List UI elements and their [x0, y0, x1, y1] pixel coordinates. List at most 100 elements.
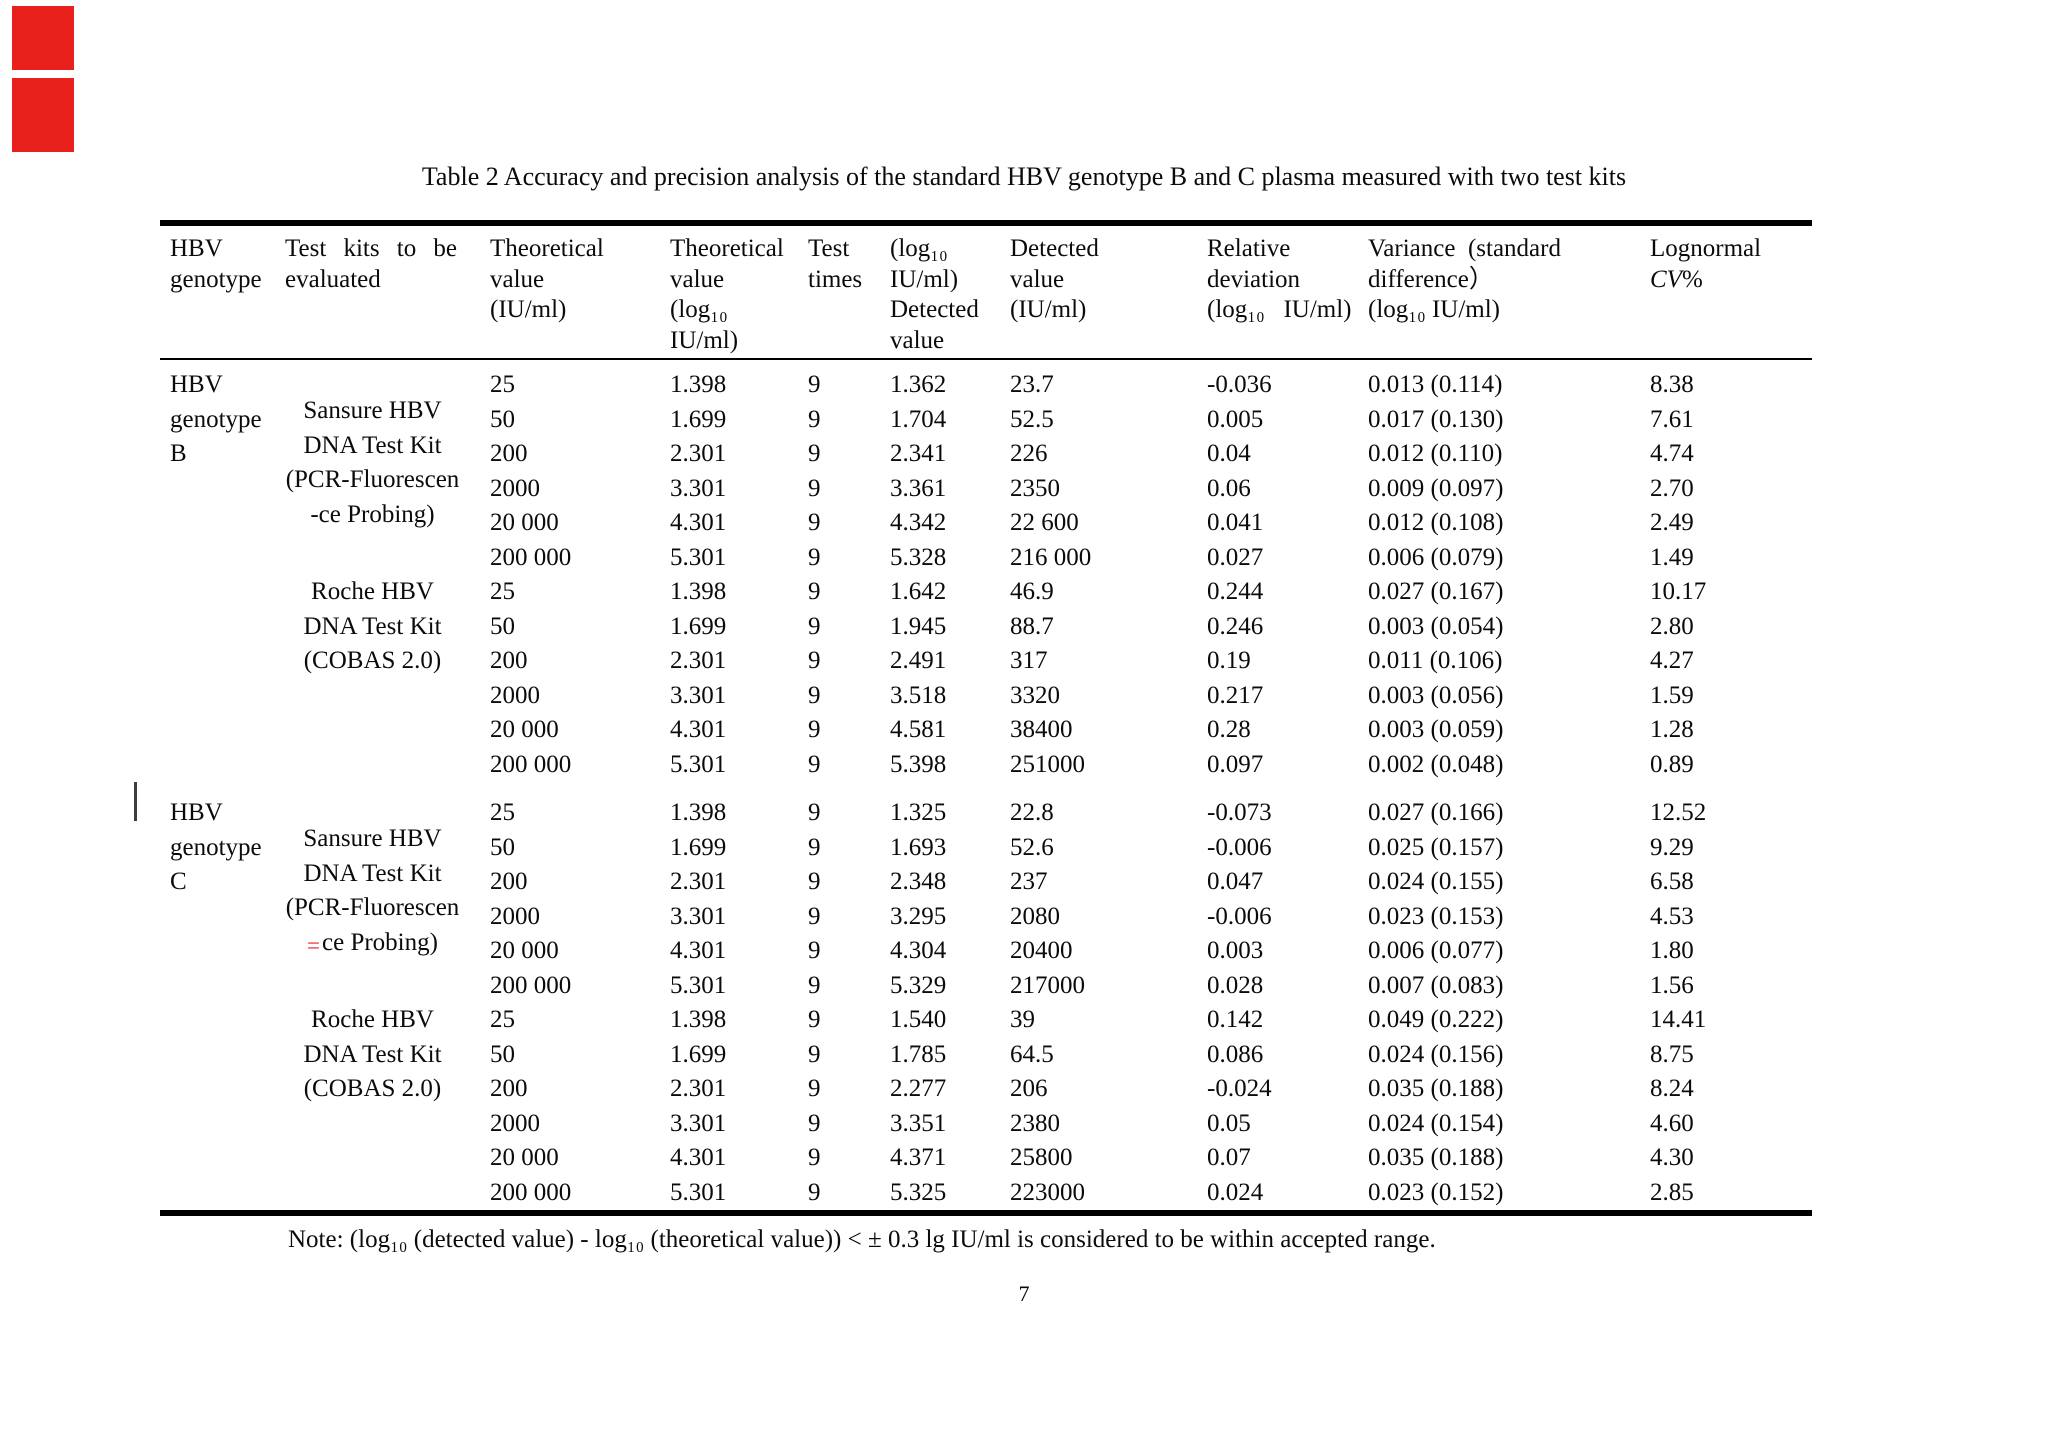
- header-hbv-genotype: HBV genotype: [170, 235, 262, 293]
- cell-relative-deviation: -0.036: [1207, 371, 1272, 398]
- cell-relative-deviation: 0.003: [1207, 937, 1264, 964]
- cell-detected-value-log10: 3.351: [890, 1109, 947, 1137]
- cell-detected-value-log10: 1.945: [890, 612, 947, 640]
- cell-relative-deviation: -0.006: [1207, 902, 1272, 930]
- cell-test-times: 9: [808, 1178, 821, 1206]
- cell-relative-deviation: -0.006: [1207, 833, 1272, 861]
- cell-variance-standard-difference: 0.027 (0.166): [1368, 799, 1504, 826]
- cell-relative-deviation: 0.19: [1207, 647, 1251, 674]
- cell-theoretical-value-log10: 1.398: [670, 799, 727, 826]
- header-detected-value-log10: (log₁₀ IU/ml) Detected value: [890, 235, 979, 354]
- cell-relative-deviation: 0.086: [1207, 1040, 1264, 1068]
- group-genotype-b: HBV genotype B Sansure HBV DNA Test Kit (PCR-…: [160, 368, 1812, 782]
- cell-test-times: 9: [808, 371, 821, 398]
- cell-variance-standard-difference: 0.009 (0.097): [1368, 474, 1504, 502]
- table-header: HBV genotype Test kits to be evaluated Theoreti…: [160, 226, 1812, 360]
- cell-lognormal-cv-percent: 1.49: [1650, 543, 1694, 571]
- cell-detected-value-log10: 3.518: [890, 681, 947, 709]
- cell-lognormal-cv-percent: 4.30: [1650, 1144, 1694, 1171]
- cell-detected-value-iu: 251000: [1010, 750, 1085, 778]
- cell-theoretical-value-iu: 20 000: [490, 716, 559, 743]
- cell-detected-value-log10: 2.491: [890, 647, 947, 674]
- cell-theoretical-value-iu: 200: [490, 1075, 528, 1102]
- cell-relative-deviation: -0.073: [1207, 799, 1272, 826]
- cell-relative-deviation: 0.027: [1207, 543, 1264, 571]
- cell-theoretical-value-log10: 1.699: [670, 833, 727, 861]
- cell-lognormal-cv-percent: 2.49: [1650, 509, 1694, 536]
- kit-label: Sansure HBV DNA Test Kit (PCR-Fluorescen =c…: [285, 825, 460, 958]
- cell-theoretical-value-iu: 2000: [490, 474, 540, 502]
- cell-detected-value-iu: 22 600: [1010, 509, 1079, 536]
- cell-variance-standard-difference: 0.023 (0.153): [1368, 902, 1504, 930]
- table-body: HBV genotype B Sansure HBV DNA Test Kit (PCR-…: [134, 368, 1812, 1210]
- revision-red-block-bottom: [12, 78, 74, 152]
- cell-variance-standard-difference: 0.003 (0.059): [1368, 716, 1504, 743]
- cell-detected-value-log10: 1.642: [890, 578, 947, 605]
- cell-detected-value-iu: 46.9: [1010, 578, 1054, 605]
- cell-theoretical-value-iu: 50: [490, 612, 515, 640]
- cell-theoretical-value-log10: 1.398: [670, 371, 727, 398]
- cell-theoretical-value-iu: 200 000: [490, 543, 572, 571]
- cell-lognormal-cv-percent: 14.41: [1650, 1006, 1707, 1033]
- cell-detected-value-log10: 1.540: [890, 1006, 947, 1033]
- cell-theoretical-value-log10: 1.398: [670, 1006, 727, 1033]
- cell-test-times: 9: [808, 1144, 821, 1171]
- genotype-label: HBV genotype C: [134, 782, 270, 1210]
- cell-detected-value-log10: 1.325: [890, 799, 947, 826]
- table-caption: Table 2 Accuracy and precision analysis …: [421, 162, 1627, 191]
- cell-relative-deviation: 0.142: [1207, 1006, 1264, 1033]
- cell-detected-value-iu: 206: [1010, 1075, 1048, 1102]
- cell-detected-value-log10: 5.328: [890, 543, 947, 571]
- cell-test-times: 9: [808, 833, 821, 861]
- cell-detected-value-log10: 1.785: [890, 1040, 947, 1068]
- cell-relative-deviation: 0.246: [1207, 612, 1264, 640]
- cell-detected-value-log10: 3.361: [890, 474, 947, 502]
- cell-theoretical-value-log10: 1.699: [670, 612, 727, 640]
- cell-test-times: 9: [808, 578, 821, 605]
- cell-detected-value-iu: 22.8: [1010, 799, 1054, 826]
- cell-lognormal-cv-percent: 1.28: [1650, 716, 1694, 743]
- cell-relative-deviation: 0.047: [1207, 868, 1264, 895]
- cell-lognormal-cv-percent: 0.89: [1650, 750, 1694, 778]
- cell-variance-standard-difference: 0.006 (0.077): [1368, 937, 1504, 964]
- cell-lognormal-cv-percent: 2.70: [1650, 474, 1694, 502]
- cell-theoretical-value-iu: 25: [490, 1006, 515, 1033]
- cell-test-times: 9: [808, 1006, 821, 1033]
- cell-variance-standard-difference: 0.024 (0.155): [1368, 868, 1504, 895]
- cell-lognormal-cv-percent: 7.61: [1650, 405, 1694, 433]
- cell-detected-value-log10: 4.371: [890, 1144, 947, 1171]
- cell-theoretical-value-iu: 25: [490, 799, 515, 826]
- cell-detected-value-log10: 3.295: [890, 902, 947, 930]
- cell-detected-value-iu: 20400: [1010, 937, 1073, 964]
- group-genotype-c: HBV genotype C Sansure HBV DNA Test Kit (PCR-…: [134, 782, 1812, 1210]
- cell-theoretical-value-log10: 3.301: [670, 474, 727, 502]
- header-test-times: Test times: [808, 235, 863, 293]
- cell-test-times: 9: [808, 647, 821, 674]
- cell-detected-value-iu: 317: [1010, 647, 1048, 674]
- cell-detected-value-iu: 88.7: [1010, 612, 1054, 640]
- cell-test-times: 9: [808, 543, 821, 571]
- cell-variance-standard-difference: 0.027 (0.167): [1368, 578, 1504, 605]
- cell-test-times: 9: [808, 405, 821, 433]
- cell-detected-value-iu: 237: [1010, 868, 1048, 895]
- cell-lognormal-cv-percent: 4.60: [1650, 1109, 1694, 1137]
- cell-theoretical-value-log10: 5.301: [670, 971, 727, 999]
- cell-variance-standard-difference: 0.023 (0.152): [1368, 1178, 1504, 1206]
- cell-lognormal-cv-percent: 4.27: [1650, 647, 1694, 674]
- cell-lognormal-cv-percent: 8.24: [1650, 1075, 1694, 1102]
- cell-variance-standard-difference: 0.024 (0.154): [1368, 1109, 1504, 1137]
- cell-lognormal-cv-percent: 2.80: [1650, 612, 1694, 640]
- cell-relative-deviation: 0.097: [1207, 750, 1264, 778]
- cell-theoretical-value-log10: 4.301: [670, 937, 727, 964]
- cell-lognormal-cv-percent: 1.80: [1650, 937, 1694, 964]
- cell-detected-value-log10: 1.704: [890, 405, 947, 433]
- cell-detected-value-iu: 226: [1010, 440, 1048, 467]
- cell-test-times: 9: [808, 1075, 821, 1102]
- cell-detected-value-log10: 5.325: [890, 1178, 947, 1206]
- cell-detected-value-iu: 3320: [1010, 681, 1060, 709]
- revision-red-block-top: [12, 6, 74, 70]
- cell-variance-standard-difference: 0.003 (0.056): [1368, 681, 1504, 709]
- cell-relative-deviation: 0.28: [1207, 716, 1251, 743]
- cell-variance-standard-difference: 0.035 (0.188): [1368, 1144, 1504, 1171]
